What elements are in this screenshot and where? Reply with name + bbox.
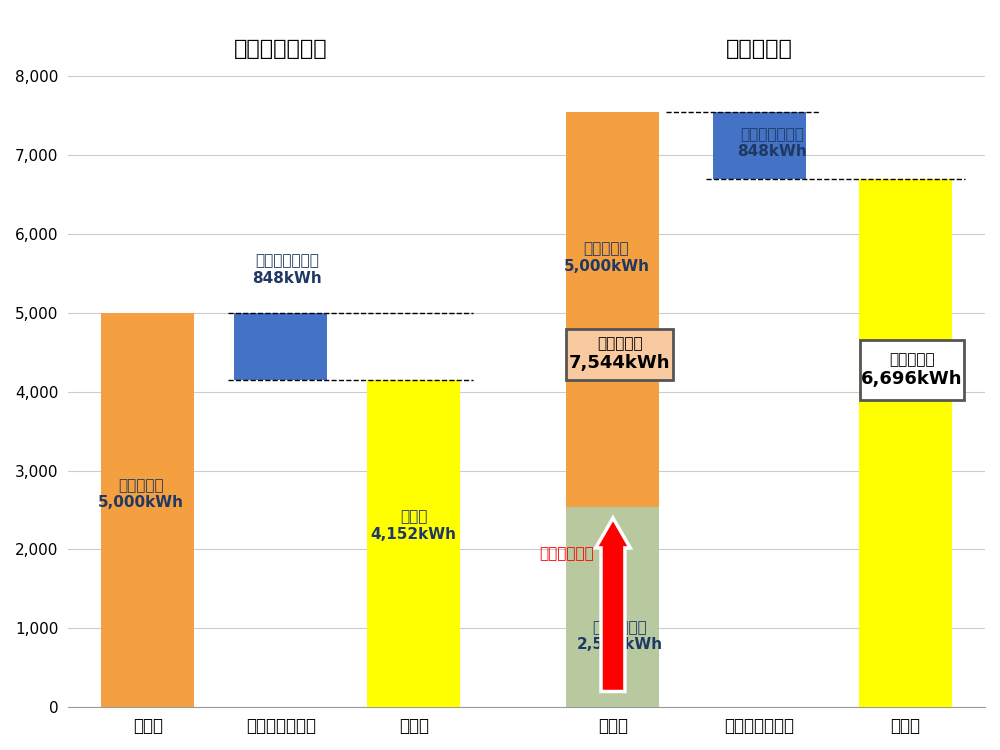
Text: 7,544kWh: 7,544kWh: [569, 354, 670, 372]
Bar: [713, 112, 806, 179]
Bar: [860, 340, 964, 400]
Text: 太陽光発電
5,000kWh: 太陽光発電 5,000kWh: [98, 478, 184, 511]
Text: 売電量
4,152kWh: 売電量 4,152kWh: [371, 510, 457, 542]
Text: 太陽光発電
5,000kWh: 太陽光発電 5,000kWh: [563, 242, 649, 274]
Text: 6,696kWh: 6,696kWh: [861, 370, 963, 388]
Bar: [101, 313, 194, 707]
Bar: [234, 313, 327, 380]
Bar: [566, 506, 659, 707]
Text: 日中電気使用量
848kWh: 日中電気使用量 848kWh: [253, 254, 322, 286]
Text: 太陽光発電のみ: 太陽光発電のみ: [234, 38, 328, 58]
Bar: [367, 380, 460, 707]
Text: 売電量合計: 売電量合計: [889, 352, 935, 368]
Text: ダブル発電: ダブル発電: [726, 38, 793, 58]
Text: エネファーム
2,544kWh: エネファーム 2,544kWh: [577, 620, 663, 652]
Bar: [566, 112, 659, 506]
Text: 発電量合計: 発電量合計: [597, 337, 642, 352]
Text: 日中電気使用量
848kWh: 日中電気使用量 848kWh: [738, 127, 807, 160]
FancyArrow shape: [596, 518, 630, 692]
Bar: [566, 328, 673, 380]
Text: 押し上げ効果: 押し上げ効果: [539, 546, 594, 561]
Bar: [859, 179, 952, 707]
